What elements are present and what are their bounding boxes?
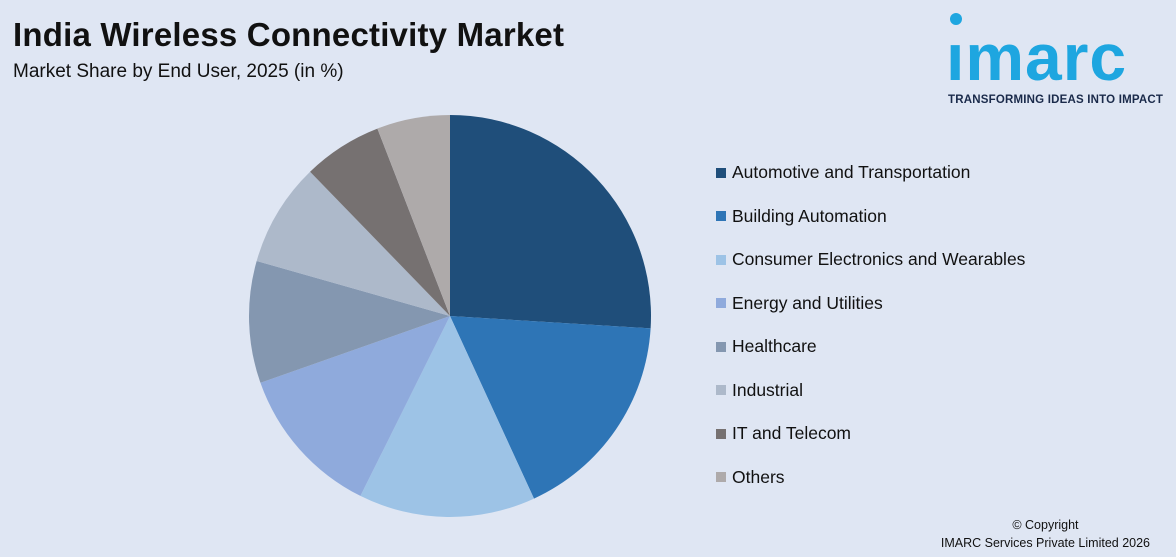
legend-label: Others	[732, 466, 785, 487]
logo-tagline: TRANSFORMING IDEAS INTO IMPACT	[948, 94, 1164, 106]
copyright-notice: © Copyright IMARC Services Private Limit…	[941, 516, 1150, 552]
copyright-line-1: © Copyright	[1012, 518, 1079, 532]
logo-wordmark: ımarc	[946, 20, 1128, 94]
legend-swatch	[716, 211, 726, 222]
legend-swatch	[716, 167, 726, 178]
imarc-logo: ımarc TRANSFORMING IDEAS INTO IMPACT	[946, 10, 1172, 110]
legend-swatch	[716, 341, 726, 352]
chart-title: India Wireless Connectivity Market	[13, 16, 565, 53]
logo-dot-icon	[950, 13, 962, 25]
pie-slice-energy-and-utilities	[260, 316, 450, 496]
pie-slice-industrial	[256, 171, 450, 316]
legend-item-energy-and-utilities: Energy and Utilities	[716, 282, 1025, 326]
pie-slice-it-and-telecom	[310, 128, 450, 316]
pie-chart	[249, 115, 651, 517]
legend-swatch	[716, 472, 726, 483]
legend-label: Consumer Electronics and Wearables	[732, 249, 1026, 270]
legend-label: Energy and Utilities	[732, 292, 883, 313]
legend-item-building-automation: Building Automation	[716, 195, 1025, 239]
pie-slice-building-automation	[450, 316, 651, 499]
legend-item-it-and-telecom: IT and Telecom	[716, 412, 1025, 456]
pie-slice-automotive-and-transportation	[450, 115, 651, 329]
pie-slice-consumer-electronics-and-wearables	[360, 316, 535, 517]
legend-label: Industrial	[732, 379, 804, 400]
legend-item-automotive-and-transportation: Automotive and Transportation	[716, 151, 1025, 195]
legend-swatch	[716, 298, 726, 309]
legend-swatch	[716, 428, 726, 439]
legend-label: Building Automation	[732, 205, 887, 226]
legend-item-others: Others	[716, 456, 1025, 500]
legend-swatch	[716, 254, 726, 265]
legend-item-consumer-electronics-and-wearables: Consumer Electronics and Wearables	[716, 238, 1025, 282]
pie-slice-healthcare	[249, 260, 450, 383]
pie-slice-others	[377, 115, 450, 316]
legend-swatch	[716, 385, 726, 396]
legend-item-healthcare: Healthcare	[716, 325, 1025, 369]
legend-label: Healthcare	[732, 336, 817, 357]
copyright-line-2: IMARC Services Private Limited 2026	[940, 536, 1150, 550]
legend-label: Automotive and Transportation	[732, 162, 971, 183]
legend-item-industrial: Industrial	[716, 369, 1025, 413]
chart-subtitle: Market Share by End User, 2025 (in %)	[13, 61, 344, 82]
legend-label: IT and Telecom	[732, 423, 852, 444]
chart-legend: Automotive and Transportation Building Au…	[716, 151, 1025, 499]
